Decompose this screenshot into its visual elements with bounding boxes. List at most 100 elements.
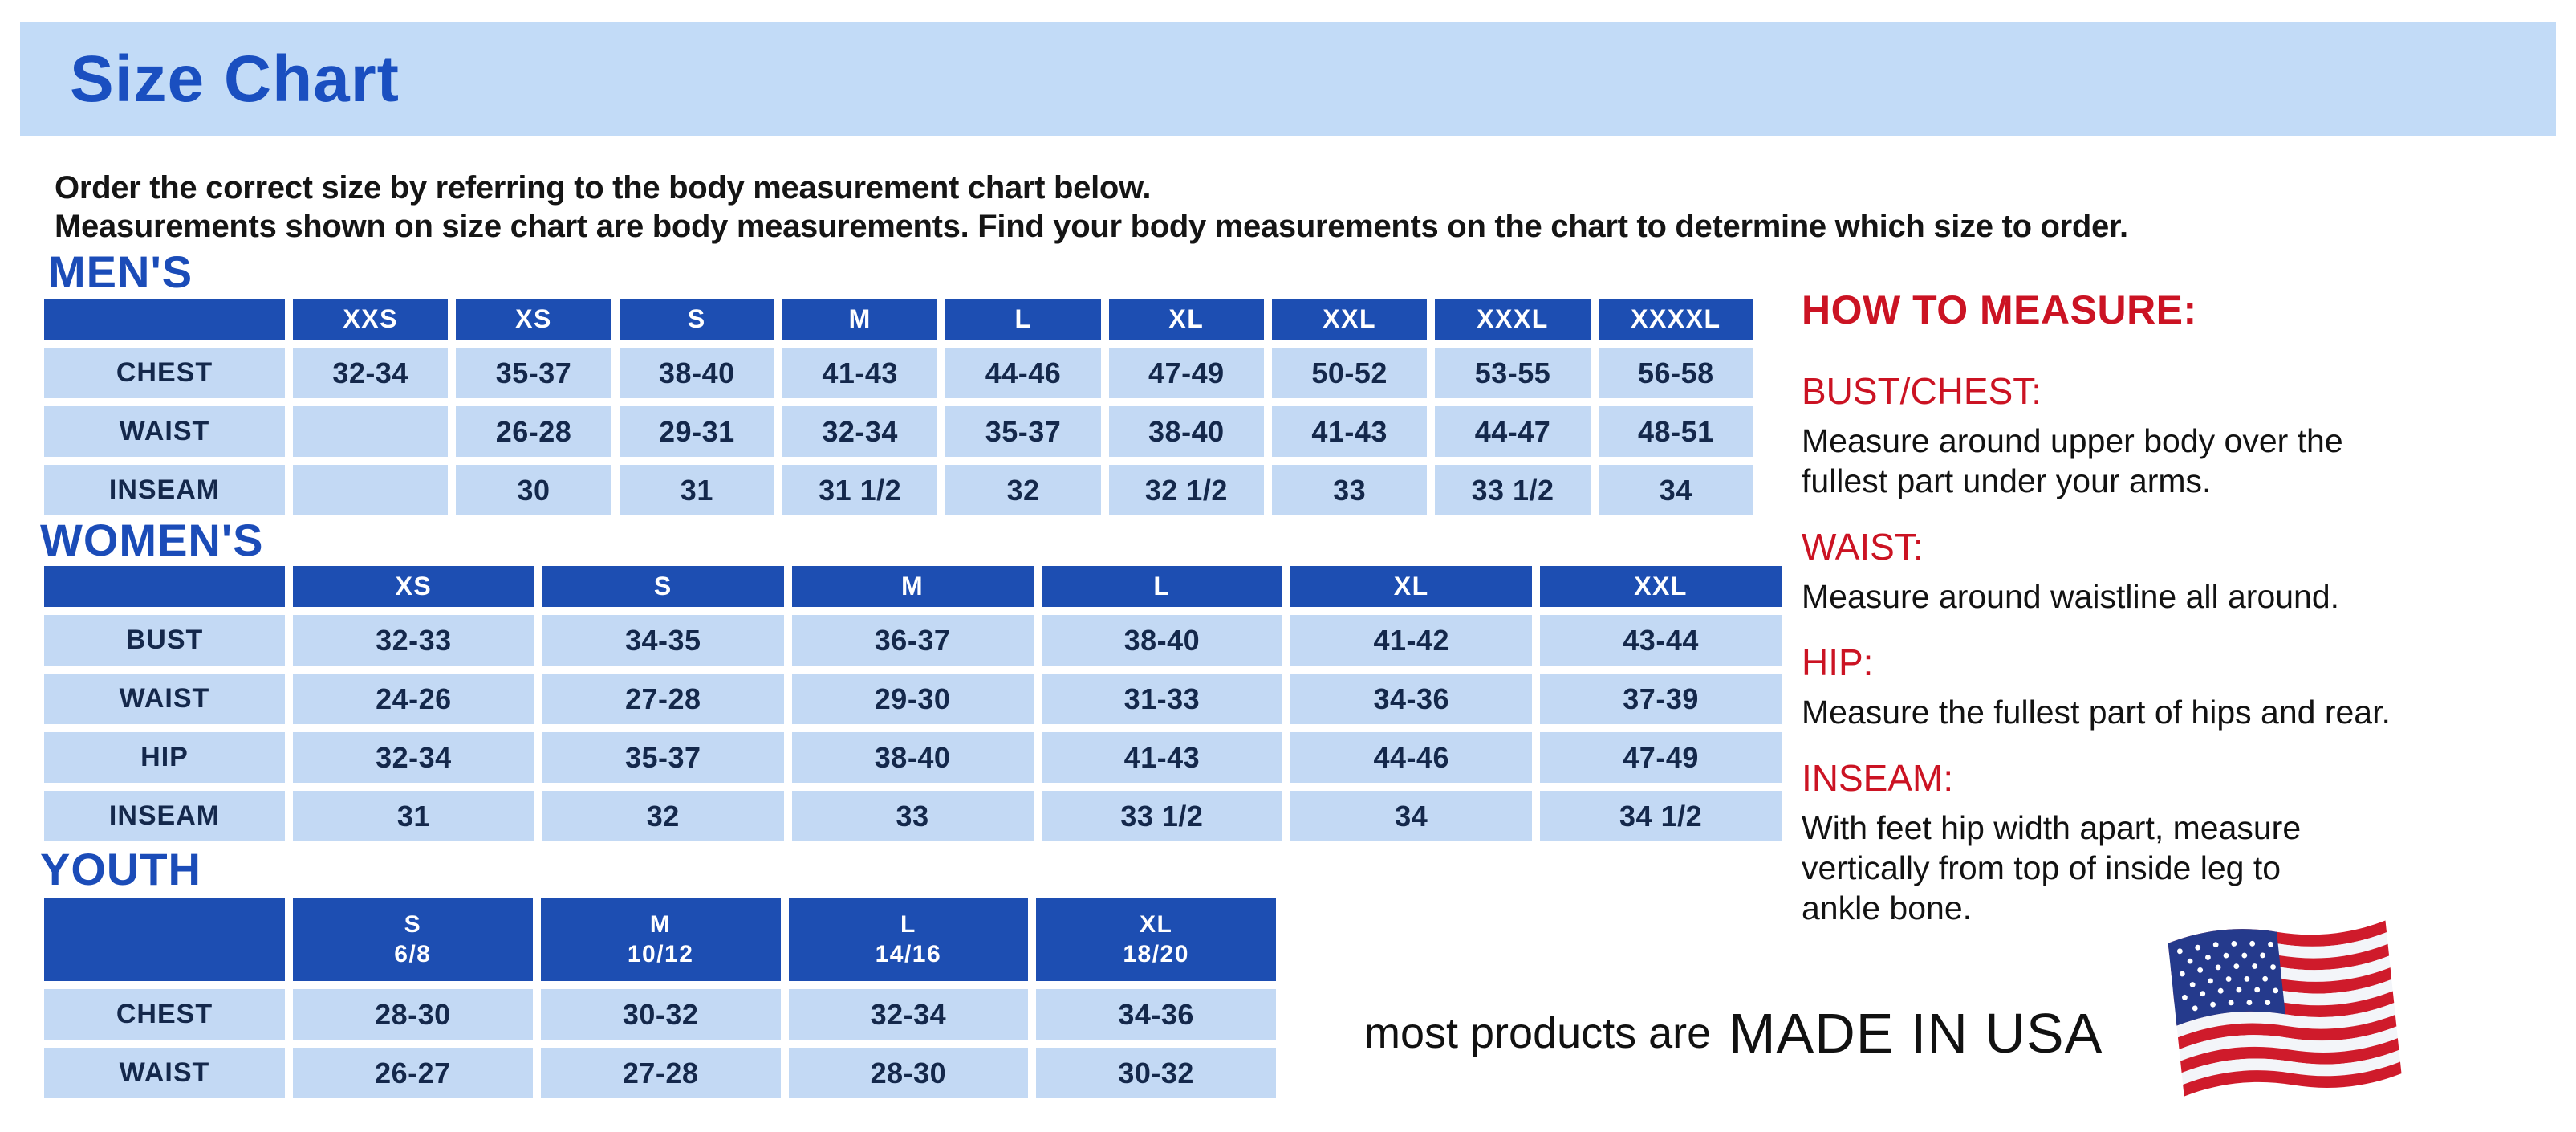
- measure-text-line: fullest part under your arms.: [1802, 462, 2212, 499]
- mens-inseam-value: [293, 465, 449, 515]
- mens-waist-value: 26-28: [456, 406, 611, 457]
- mens-inseam-value: 31: [619, 465, 774, 515]
- mens-chest-value: 35-37: [456, 348, 611, 398]
- mens-chest-value: 56-58: [1598, 348, 1753, 398]
- youth-size-range: 10/12: [627, 941, 694, 967]
- youth-column-header-s: S 6/8: [293, 898, 533, 981]
- title-banner: Size Chart: [20, 22, 2556, 136]
- measure-text-line: vertically from top of inside leg to: [1802, 849, 2281, 886]
- mens-chest-value: 53-55: [1435, 348, 1591, 398]
- mens-column-header-xs: XS: [456, 299, 611, 340]
- youth-chest-value: 28-30: [293, 989, 533, 1040]
- mens-waist-value: 41-43: [1271, 406, 1428, 457]
- mens-waist-value: 38-40: [1108, 406, 1264, 457]
- mens-chest-value: 41-43: [782, 348, 938, 398]
- womens-hip-value: 47-49: [1540, 732, 1782, 783]
- womens-size-table: XS S M L XL XXL BUST 32-33 34-35 36-37 3…: [44, 566, 1782, 841]
- mens-row-label-inseam: INSEAM: [44, 465, 285, 515]
- measure-text: With feet hip width apart, measure verti…: [1802, 808, 2572, 928]
- measure-text-line: ankle bone.: [1802, 890, 1973, 926]
- womens-inseam-value: 33: [791, 791, 1034, 841]
- youth-waist-value: 28-30: [788, 1048, 1029, 1098]
- womens-bust-value: 34-35: [542, 615, 784, 666]
- mens-column-header-s: S: [619, 299, 774, 340]
- womens-hip-value: 44-46: [1290, 732, 1533, 783]
- youth-column-header-m: M 10/12: [540, 898, 781, 981]
- page-title: Size Chart: [70, 43, 400, 116]
- youth-waist-value: 30-32: [1036, 1048, 1276, 1098]
- youth-size-range: 14/16: [875, 941, 942, 967]
- youth-size-label: M: [649, 911, 672, 938]
- womens-inseam-value: 34: [1290, 791, 1533, 841]
- mens-column-header-xxxxl: XXXXL: [1598, 299, 1753, 340]
- mens-chest-value: 50-52: [1271, 348, 1428, 398]
- youth-waist-value: 26-27: [293, 1048, 533, 1098]
- mens-inseam-value: 31 1/2: [782, 465, 938, 515]
- measure-label: BUST/CHEST:: [1802, 370, 2042, 412]
- measure-label: INSEAM:: [1802, 757, 1954, 799]
- womens-waist-value: 27-28: [542, 674, 784, 724]
- mens-column-header-xxxl: XXXL: [1435, 299, 1591, 340]
- mens-column-header-xl: XL: [1108, 299, 1264, 340]
- measure-text-line: Measure around waistline all around.: [1802, 578, 2340, 615]
- womens-row-label-hip: HIP: [44, 732, 285, 783]
- youth-chest-value: 30-32: [540, 989, 781, 1040]
- mens-chest-value: 38-40: [619, 348, 774, 398]
- womens-bust-value: 43-44: [1540, 615, 1782, 666]
- mens-column-header-xxs: XXS: [293, 299, 449, 340]
- womens-bust-value: 38-40: [1041, 615, 1283, 666]
- womens-column-header-xxl: XXL: [1540, 566, 1782, 607]
- womens-waist-value: 37-39: [1540, 674, 1782, 724]
- measure-text: Measure the fullest part of hips and rea…: [1802, 692, 2572, 732]
- womens-row-label-waist: WAIST: [44, 674, 285, 724]
- womens-hip-value: 32-34: [293, 732, 534, 783]
- mens-corner-header: [44, 299, 285, 340]
- us-flag-icon: [2167, 919, 2403, 1104]
- youth-column-header-xl: XL 18/20: [1036, 898, 1276, 981]
- mens-inseam-value: 33 1/2: [1435, 465, 1591, 515]
- mens-chest-value: 32-34: [293, 348, 449, 398]
- womens-column-header-xl: XL: [1290, 566, 1533, 607]
- measure-text-line: Measure the fullest part of hips and rea…: [1802, 694, 2391, 731]
- measure-label: WAIST:: [1802, 526, 1924, 568]
- intro-line-1: Order the correct size by referring to t…: [55, 170, 1152, 206]
- mens-inseam-value: 32 1/2: [1108, 465, 1264, 515]
- mens-waist-value: 48-51: [1598, 406, 1753, 457]
- measure-section-hip: HIP: Measure the fullest part of hips an…: [1802, 641, 2572, 732]
- measure-text: Measure around upper body over the fulle…: [1802, 421, 2572, 501]
- measure-text-line: Measure around upper body over the: [1802, 422, 2343, 459]
- womens-hip-value: 35-37: [542, 732, 784, 783]
- womens-column-header-s: S: [542, 566, 784, 607]
- womens-bust-value: 41-42: [1290, 615, 1533, 666]
- womens-hip-value: 41-43: [1041, 732, 1283, 783]
- mens-row-label-chest: CHEST: [44, 348, 285, 398]
- intro-line-2: Measurements shown on size chart are bod…: [55, 209, 2128, 244]
- measure-section-inseam: INSEAM: With feet hip width apart, measu…: [1802, 756, 2572, 928]
- youth-chest-value: 32-34: [788, 989, 1029, 1040]
- measure-text-line: With feet hip width apart, measure: [1802, 809, 2302, 846]
- youth-size-range: 6/8: [394, 941, 432, 967]
- mens-waist-value: [293, 406, 449, 457]
- womens-inseam-value: 34 1/2: [1540, 791, 1782, 841]
- mens-waist-value: 29-31: [619, 406, 774, 457]
- mens-column-header-xxl: XXL: [1271, 299, 1428, 340]
- mens-size-table: XXS XS S M L XL XXL XXXL XXXXL CHEST 32-…: [44, 299, 1753, 515]
- made-in-usa-text: most products are MADE IN USA: [1364, 973, 2103, 1093]
- womens-row-label-inseam: INSEAM: [44, 791, 285, 841]
- made-in-usa-prefix: most products are: [1364, 1009, 1712, 1057]
- youth-row-label-chest: CHEST: [44, 989, 285, 1040]
- youth-size-label: XL: [1139, 911, 1173, 938]
- womens-column-header-xs: XS: [293, 566, 534, 607]
- womens-column-header-m: M: [791, 566, 1034, 607]
- mens-column-header-m: M: [782, 299, 938, 340]
- womens-row-label-bust: BUST: [44, 615, 285, 666]
- youth-corner-header: [44, 898, 285, 981]
- youth-section-heading: YOUTH: [40, 844, 201, 894]
- intro-text: Order the correct size by referring to t…: [55, 169, 2128, 246]
- womens-hip-value: 38-40: [791, 732, 1034, 783]
- youth-waist-value: 27-28: [540, 1048, 781, 1098]
- mens-chest-value: 47-49: [1108, 348, 1264, 398]
- womens-section-heading: WOMEN'S: [40, 515, 264, 565]
- mens-row-label-waist: WAIST: [44, 406, 285, 457]
